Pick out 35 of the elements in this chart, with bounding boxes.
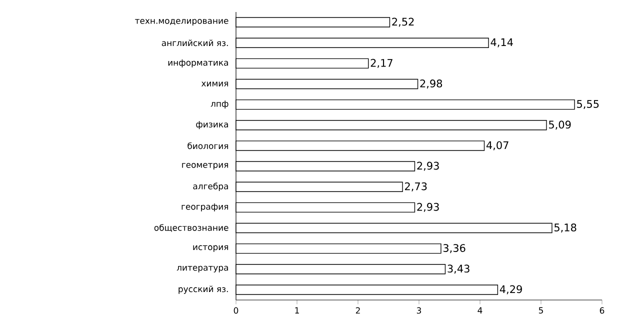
y-tick-label: история <box>193 245 228 252</box>
x-tick-label: 0 <box>234 307 238 314</box>
y-tick-label: обществознание <box>154 224 228 232</box>
y-tick-label: техн.моделирование <box>135 19 228 26</box>
x-tick-label: 1 <box>295 307 299 314</box>
data-label: 3,36 <box>443 244 466 254</box>
y-tick-label: английский яз. <box>162 40 228 46</box>
y-tick-label: биология <box>188 142 228 150</box>
x-tick-label: 3 <box>416 307 422 314</box>
y-tick-label: география <box>182 203 228 212</box>
data-label: 4,29 <box>500 285 522 294</box>
data-label: 2,52 <box>392 18 414 27</box>
data-label: 2,93 <box>417 202 439 212</box>
y-tick-label: лпф <box>210 100 228 109</box>
y-tick-label: алгебра <box>193 182 228 192</box>
x-tick-label: 4 <box>478 307 482 314</box>
data-label: 2,17 <box>370 58 392 68</box>
x-tick-label: 6 <box>600 307 604 314</box>
y-tick-label: физика <box>196 121 228 130</box>
data-label: 4,07 <box>486 141 508 150</box>
y-tick-label: русский яз. <box>178 286 228 294</box>
y-tick-label: литература <box>176 266 228 272</box>
data-label: 5,09 <box>548 120 571 130</box>
data-label: 5,55 <box>577 100 599 109</box>
x-tick-label: 5 <box>538 307 543 314</box>
x-tick-label: 2 <box>356 307 360 314</box>
data-label: 3,43 <box>448 264 470 274</box>
data-label: 2,73 <box>404 182 427 192</box>
y-tick-label: химия <box>201 82 228 86</box>
y-tick-label: геометрия <box>182 163 228 170</box>
y-tick-label: информатика <box>168 59 228 68</box>
data-label: 2,98 <box>420 80 442 88</box>
data-label: 2,93 <box>417 162 439 171</box>
data-label: 5,18 <box>554 224 576 232</box>
data-label: 4,14 <box>490 38 513 48</box>
